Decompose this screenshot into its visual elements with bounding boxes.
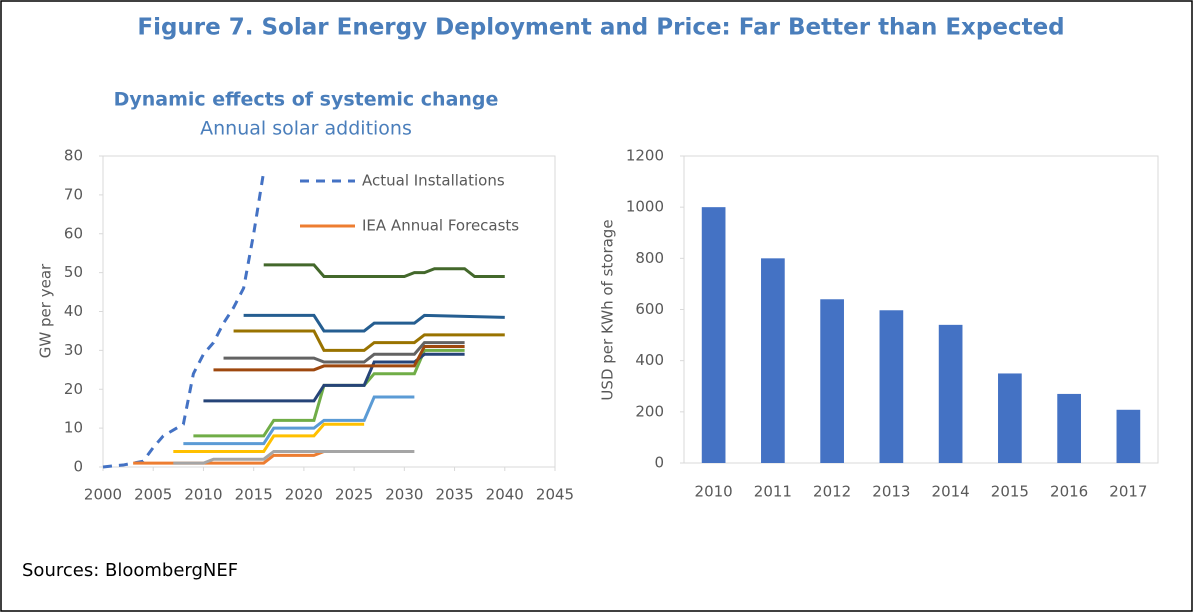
series-line <box>213 344 465 372</box>
series-line <box>243 313 505 333</box>
y-tick-label: 20 <box>64 380 83 398</box>
y-tick-label: 80 <box>64 147 83 165</box>
x-tick-label: 2000 <box>84 486 122 504</box>
series-line <box>173 449 415 465</box>
x-tick-label: 2013 <box>872 483 910 501</box>
x-tick-label: 2040 <box>486 486 524 504</box>
source: Sources: BloombergNEF <box>22 560 238 581</box>
bar <box>761 258 785 463</box>
legend-label: IEA Annual Forecasts <box>362 217 519 235</box>
x-tick-label: 2012 <box>813 483 851 501</box>
series-line <box>183 395 415 446</box>
x-tick-label: 2014 <box>932 483 970 501</box>
figure-title: Figure 7. Solar Energy Deployment and Pr… <box>137 15 1064 41</box>
x-tick-label: 2015 <box>991 483 1029 501</box>
y-tick-label: 40 <box>64 302 83 320</box>
bar <box>701 207 726 463</box>
x-tick-label: 2011 <box>754 483 792 501</box>
series-line <box>263 263 505 279</box>
x-tick-label: 2016 <box>1050 483 1088 501</box>
chart-title: Dynamic effects of systemic change <box>114 89 499 111</box>
x-tick-label: 2010 <box>695 483 733 501</box>
bar <box>879 310 904 463</box>
x-tick-label: 2025 <box>335 486 373 504</box>
y-tick-label: 0 <box>654 454 664 472</box>
x-tick-label: 2005 <box>134 486 172 504</box>
x-tick-label: 2015 <box>235 486 273 504</box>
y-tick-label: 10 <box>64 419 83 437</box>
x-tick-label: 2035 <box>435 486 473 504</box>
y-axis-label: GW per year <box>37 263 55 358</box>
series-line <box>223 341 465 364</box>
bar <box>998 373 1022 463</box>
y-tick-label: 1200 <box>626 147 664 165</box>
y-tick-label: 30 <box>64 341 83 359</box>
x-tick-label: 2010 <box>184 486 222 504</box>
chart-subtitle: Annual solar additions <box>200 118 412 140</box>
series-line <box>203 352 465 403</box>
series-line <box>133 450 325 465</box>
x-tick-label: 2045 <box>536 486 574 504</box>
y-tick-label: 200 <box>635 402 664 420</box>
bar <box>820 299 844 463</box>
y-tick-label: 600 <box>635 300 664 318</box>
bar <box>1057 393 1081 463</box>
legend-label: Actual Installations <box>362 172 505 190</box>
y-axis-label: USD per KWh of storage <box>599 219 617 400</box>
y-tick-label: 60 <box>64 224 83 242</box>
y-tick-label: 800 <box>635 249 664 267</box>
series-line <box>173 422 365 453</box>
x-tick-label: 2017 <box>1109 483 1147 501</box>
y-tick-label: 70 <box>64 185 83 203</box>
x-tick-label: 2030 <box>385 486 423 504</box>
y-tick-label: 50 <box>64 263 83 281</box>
y-tick-label: 400 <box>635 351 664 369</box>
bar <box>938 324 963 463</box>
series-line <box>102 171 266 469</box>
bar <box>1116 409 1141 463</box>
y-tick-label: 0 <box>73 458 83 476</box>
x-tick-label: 2020 <box>285 486 323 504</box>
series-line <box>233 329 505 352</box>
y-tick-label: 1000 <box>626 198 664 216</box>
